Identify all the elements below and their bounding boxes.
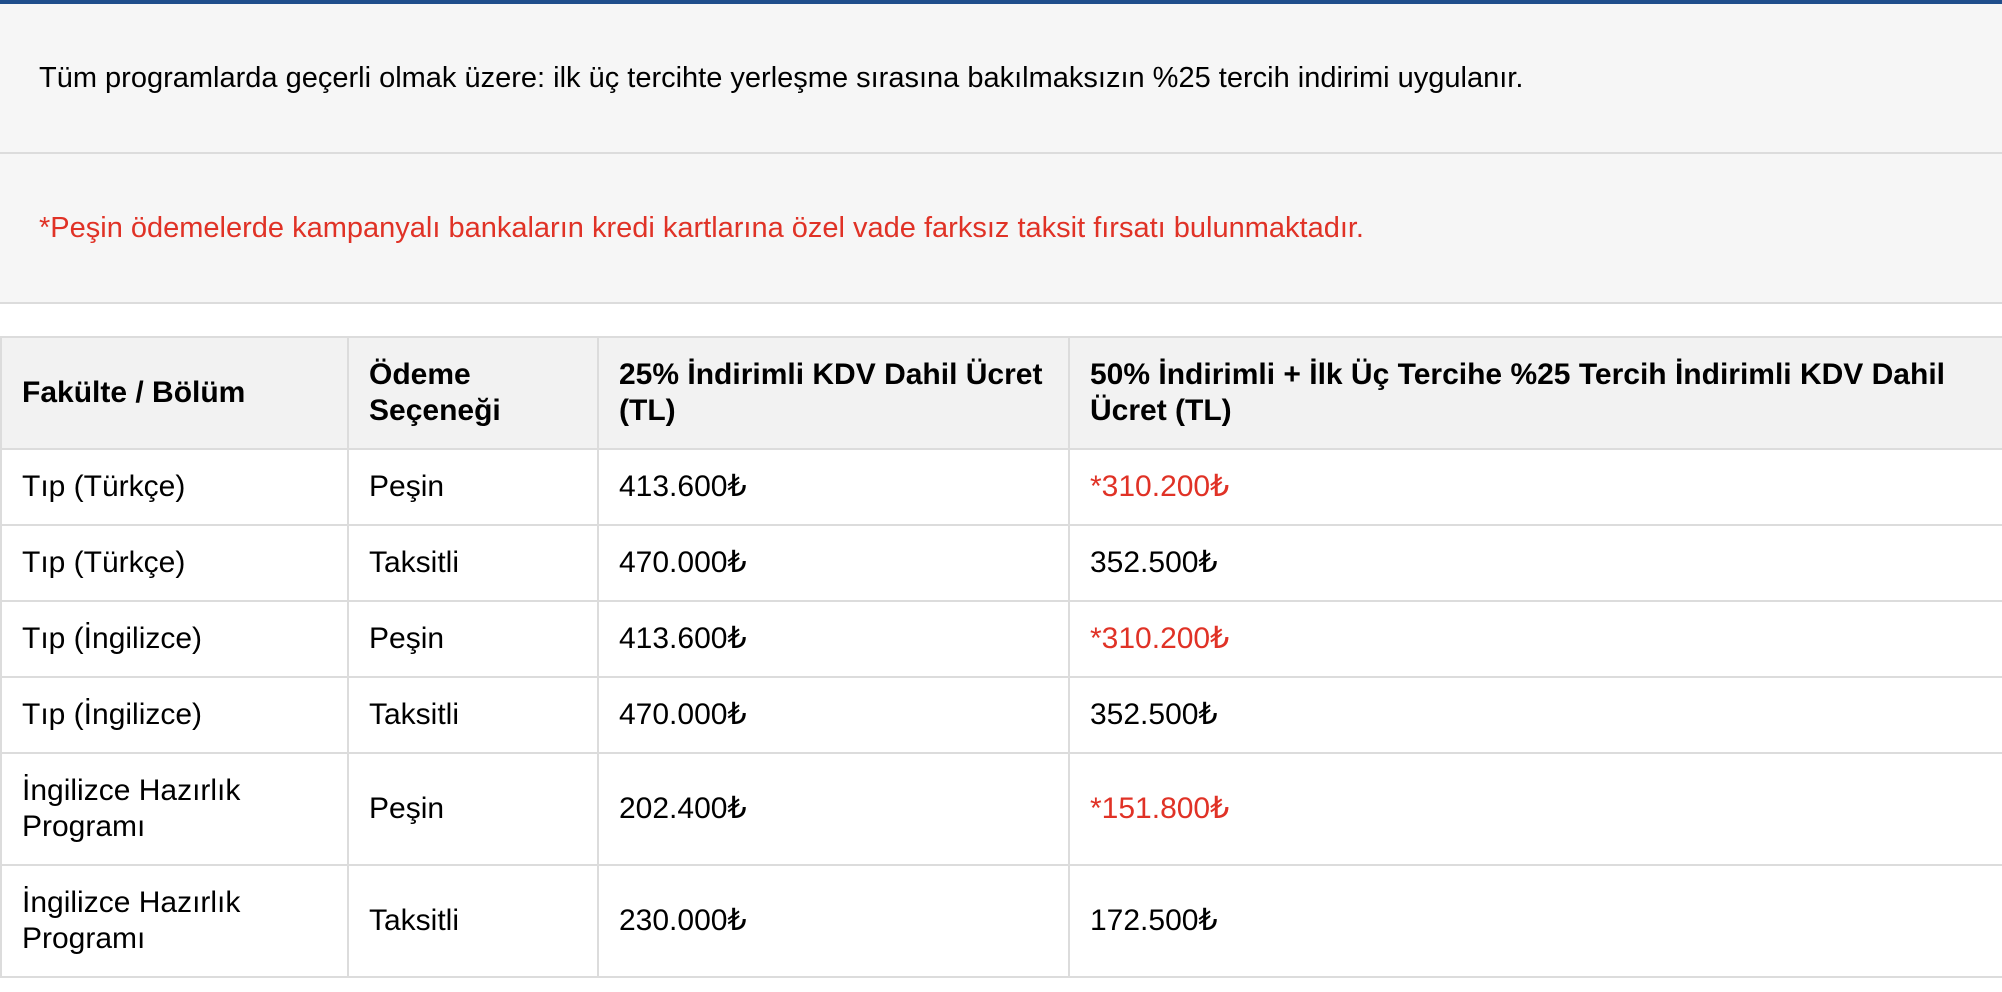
fee-50-cell: *310.200₺ xyxy=(1068,448,2002,526)
header-program: Fakülte / Bölüm xyxy=(0,336,349,450)
fee-table: Fakülte / Bölüm Ödeme Seçeneği 25% İndir… xyxy=(0,336,2002,978)
fee-25-cell: 230.000₺ xyxy=(597,864,1070,978)
table-header-row: Fakülte / Bölüm Ödeme Seçeneği 25% İndir… xyxy=(0,336,2002,450)
fee-25-cell: 470.000₺ xyxy=(597,524,1070,602)
fee-25-cell: 202.400₺ xyxy=(597,752,1070,866)
table-row: İngilizce Hazırlık Programı Taksitli 230… xyxy=(0,864,2002,978)
payment-cell: Peşin xyxy=(347,600,599,678)
fee-50-cell: 352.500₺ xyxy=(1068,676,2002,754)
fee-50-cell: *310.200₺ xyxy=(1068,600,2002,678)
table-row: İngilizce Hazırlık Programı Peşin 202.40… xyxy=(0,752,2002,866)
program-cell: Tıp (İngilizce) xyxy=(0,676,349,754)
table-row: Tıp (Türkçe) Peşin 413.600₺ *310.200₺ xyxy=(0,448,2002,526)
payment-cell: Peşin xyxy=(347,448,599,526)
header-fee-50: 50% İndirimli + İlk Üç Tercihe %25 Terci… xyxy=(1068,336,2002,450)
general-discount-text: Tüm programlarda geçerli olmak üzere: il… xyxy=(39,61,1524,94)
fee-50-cell: 172.500₺ xyxy=(1068,864,2002,978)
installment-notice: *Peşin ödemelerde kampanyalı bankaların … xyxy=(0,154,2002,304)
program-cell: Tıp (Türkçe) xyxy=(0,448,349,526)
program-cell: İngilizce Hazırlık Programı xyxy=(0,864,349,978)
program-cell: İngilizce Hazırlık Programı xyxy=(0,752,349,866)
payment-cell: Taksitli xyxy=(347,676,599,754)
fee-table-container: Fakülte / Bölüm Ödeme Seçeneği 25% İndir… xyxy=(0,336,2002,978)
payment-cell: Peşin xyxy=(347,752,599,866)
program-cell: Tıp (Türkçe) xyxy=(0,524,349,602)
table-row: Tıp (İngilizce) Taksitli 470.000₺ 352.50… xyxy=(0,676,2002,754)
fee-25-cell: 470.000₺ xyxy=(597,676,1070,754)
fee-50-cell: 352.500₺ xyxy=(1068,524,2002,602)
fee-50-cell: *151.800₺ xyxy=(1068,752,2002,866)
table-row: Tıp (Türkçe) Taksitli 470.000₺ 352.500₺ xyxy=(0,524,2002,602)
table-row: Tıp (İngilizce) Peşin 413.600₺ *310.200₺ xyxy=(0,600,2002,678)
header-fee-25: 25% İndirimli KDV Dahil Ücret (TL) xyxy=(597,336,1070,450)
payment-cell: Taksitli xyxy=(347,864,599,978)
fee-25-cell: 413.600₺ xyxy=(597,448,1070,526)
payment-cell: Taksitli xyxy=(347,524,599,602)
fee-25-cell: 413.600₺ xyxy=(597,600,1070,678)
general-discount-notice: Tüm programlarda geçerli olmak üzere: il… xyxy=(0,4,2002,154)
header-payment-option: Ödeme Seçeneği xyxy=(347,336,599,450)
installment-notice-text: *Peşin ödemelerde kampanyalı bankaların … xyxy=(39,211,1364,244)
program-cell: Tıp (İngilizce) xyxy=(0,600,349,678)
top-accent-bar xyxy=(0,0,2002,4)
